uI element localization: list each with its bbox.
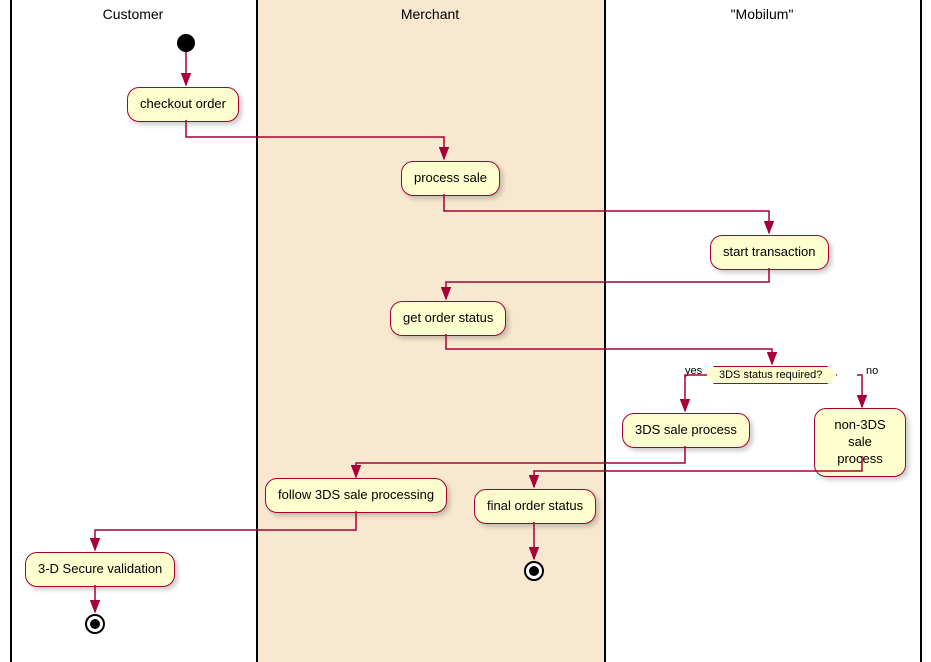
edge-label-yes: yes <box>685 365 702 377</box>
lane-title-merchant: Merchant <box>256 6 604 22</box>
process-sale-node: process sale <box>401 161 500 196</box>
activity-diagram: Customer Merchant "Mobilum" checkout ord… <box>0 0 931 662</box>
node-label: start transaction <box>723 244 816 259</box>
get-status-node: get order status <box>390 301 506 336</box>
lane-border <box>604 0 606 662</box>
lane-border <box>10 0 12 662</box>
start-tx-node: start transaction <box>710 235 829 270</box>
decision-node: 3DS status required? <box>704 366 837 384</box>
secure-valid-node: 3-D Secure validation <box>25 552 175 587</box>
end-node <box>85 614 105 634</box>
final-status-node: final order status <box>474 489 596 524</box>
node-label: follow 3DS sale processing <box>278 487 434 502</box>
node-label: get order status <box>403 310 493 325</box>
follow-3ds-node: follow 3DS sale processing <box>265 478 447 513</box>
non3ds-process-node: non-3DS sale process <box>814 408 906 477</box>
node-label: process sale <box>414 170 487 185</box>
node-label: 3-D Secure validation <box>38 561 162 576</box>
node-label: final order status <box>487 498 583 513</box>
start-node <box>177 34 195 52</box>
lane-border <box>920 0 922 662</box>
lane-title-mobilum: "Mobilum" <box>604 6 920 22</box>
node-label: 3DS status required? <box>719 369 822 381</box>
node-label: checkout order <box>140 96 226 111</box>
lane-title-customer: Customer <box>10 6 256 22</box>
end-node <box>524 561 544 581</box>
checkout-node: checkout order <box>127 87 239 122</box>
node-label: non-3DS sale process <box>834 417 885 466</box>
3ds-process-node: 3DS sale process <box>622 413 750 448</box>
edge-label-no: no <box>866 365 878 377</box>
node-label: 3DS sale process <box>635 422 737 437</box>
lane-border <box>256 0 258 662</box>
